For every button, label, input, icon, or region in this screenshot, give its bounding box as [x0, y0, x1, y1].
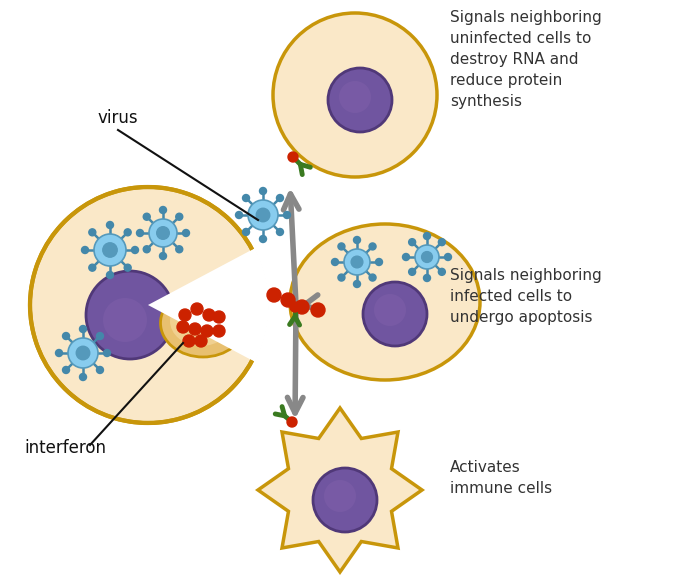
Circle shape: [213, 311, 225, 323]
Circle shape: [179, 309, 191, 321]
Circle shape: [94, 234, 126, 266]
Circle shape: [363, 282, 427, 346]
Circle shape: [351, 256, 363, 268]
Circle shape: [144, 246, 150, 253]
Circle shape: [235, 212, 242, 219]
Circle shape: [281, 293, 295, 307]
Circle shape: [339, 81, 371, 113]
Circle shape: [242, 195, 249, 202]
Circle shape: [132, 247, 139, 254]
Circle shape: [260, 236, 267, 243]
Circle shape: [213, 325, 225, 337]
Circle shape: [354, 237, 360, 244]
Circle shape: [191, 303, 203, 315]
Circle shape: [103, 298, 147, 342]
Circle shape: [375, 258, 382, 265]
Circle shape: [176, 246, 183, 253]
Circle shape: [68, 338, 98, 368]
Circle shape: [183, 230, 190, 237]
Ellipse shape: [170, 296, 232, 346]
Circle shape: [89, 229, 96, 236]
Ellipse shape: [160, 289, 246, 357]
Circle shape: [189, 323, 201, 335]
Text: virus: virus: [98, 109, 139, 127]
Circle shape: [177, 321, 189, 333]
Circle shape: [324, 480, 356, 512]
Circle shape: [30, 187, 266, 423]
Circle shape: [201, 325, 213, 337]
Circle shape: [295, 300, 309, 314]
Text: Signals neighboring
infected cells to
undergo apoptosis: Signals neighboring infected cells to un…: [450, 268, 602, 325]
Circle shape: [409, 238, 416, 245]
Circle shape: [248, 200, 278, 230]
Circle shape: [104, 349, 111, 356]
Polygon shape: [258, 408, 422, 572]
Circle shape: [62, 332, 69, 339]
Circle shape: [438, 268, 445, 275]
Circle shape: [176, 213, 183, 220]
Circle shape: [332, 258, 339, 265]
Circle shape: [97, 332, 104, 339]
Circle shape: [89, 264, 96, 271]
Circle shape: [81, 247, 88, 254]
Circle shape: [284, 212, 290, 219]
Circle shape: [444, 254, 452, 261]
Circle shape: [354, 280, 360, 287]
Circle shape: [160, 206, 167, 213]
Circle shape: [267, 288, 281, 302]
Circle shape: [290, 302, 300, 312]
Circle shape: [311, 303, 325, 317]
Circle shape: [160, 252, 167, 259]
Circle shape: [421, 252, 433, 262]
Circle shape: [369, 243, 376, 250]
Circle shape: [86, 271, 174, 359]
Ellipse shape: [290, 224, 480, 380]
Circle shape: [276, 195, 284, 202]
Circle shape: [338, 274, 345, 281]
Text: interferon: interferon: [24, 439, 106, 457]
Circle shape: [273, 13, 437, 177]
Circle shape: [328, 68, 392, 132]
Circle shape: [55, 349, 62, 356]
Wedge shape: [148, 248, 269, 362]
Circle shape: [103, 243, 117, 257]
Circle shape: [80, 374, 87, 381]
Circle shape: [124, 264, 131, 271]
Circle shape: [157, 227, 169, 239]
Circle shape: [402, 254, 409, 261]
Circle shape: [415, 245, 439, 269]
Circle shape: [409, 268, 416, 275]
Circle shape: [76, 346, 90, 360]
Circle shape: [62, 367, 69, 374]
Circle shape: [97, 367, 104, 374]
Circle shape: [195, 335, 207, 347]
Circle shape: [124, 229, 131, 236]
Circle shape: [369, 274, 376, 281]
Circle shape: [260, 188, 267, 195]
Circle shape: [344, 249, 370, 275]
Circle shape: [438, 238, 445, 245]
Circle shape: [106, 222, 113, 229]
Circle shape: [183, 335, 195, 347]
Circle shape: [338, 243, 345, 250]
Circle shape: [256, 208, 270, 222]
Circle shape: [149, 219, 177, 247]
Circle shape: [106, 272, 113, 279]
Circle shape: [313, 468, 377, 532]
Text: Activates
immune cells: Activates immune cells: [450, 460, 552, 496]
Circle shape: [374, 294, 406, 326]
Circle shape: [80, 325, 87, 332]
Circle shape: [242, 229, 249, 236]
Circle shape: [424, 233, 430, 240]
Circle shape: [288, 152, 298, 162]
Circle shape: [203, 309, 215, 321]
Circle shape: [276, 229, 284, 236]
Circle shape: [287, 417, 297, 427]
Circle shape: [424, 275, 430, 282]
Circle shape: [136, 230, 144, 237]
Text: Signals neighboring
uninfected cells to
destroy RNA and
reduce protein
synthesis: Signals neighboring uninfected cells to …: [450, 10, 602, 109]
Circle shape: [144, 213, 150, 220]
